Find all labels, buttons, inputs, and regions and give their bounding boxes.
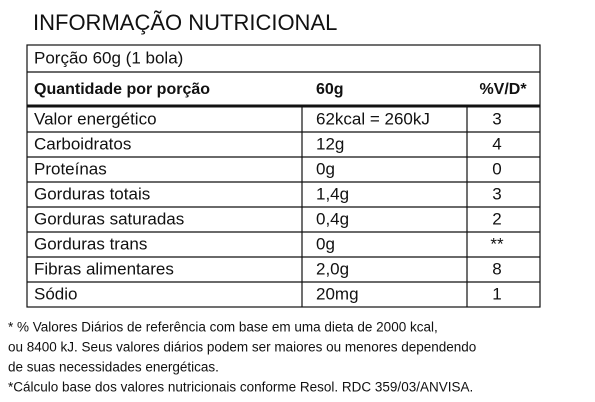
footnote: * % Valores Diários de referência com ba… [8,320,438,335]
cell: Proteínas [34,159,107,178]
footnote: *Cálculo base dos valores nutricionais c… [8,380,473,395]
footnotes: * % Valores Diários de referência com ba… [8,320,476,395]
cell: Gorduras trans [34,234,147,253]
cell: 20mg [316,284,359,303]
cell: 0g [316,159,335,178]
title: INFORMAÇÃO NUTRICIONAL [33,10,337,35]
cell: 3 [492,184,501,203]
cell: 1,4g [316,184,349,203]
footnote: ou 8400 kJ. Seus valores diários podem s… [8,340,476,355]
cell: 0g [316,234,335,253]
cell: Fibras alimentares [34,259,174,278]
column-header: Quantidade por porção [34,81,210,98]
cell: Gorduras totais [34,184,150,203]
cell: Valor energético [34,109,157,128]
cell: ** [490,234,504,253]
cell: 0 [492,159,501,178]
cell: 3 [492,109,501,128]
cell: Gorduras saturadas [34,209,184,228]
cell: 12g [316,134,344,153]
cell: Sódio [34,284,77,303]
cell: 1 [492,284,501,303]
cell: 2,0g [316,259,349,278]
column-header: %V/D* [479,81,527,98]
portion: Porção 60g (1 bola) [34,48,183,67]
cell: 8 [492,259,501,278]
cell: 4 [492,134,501,153]
cell: 62kcal = 260kJ [316,109,430,128]
column-header: 60g [316,81,344,98]
rows: Valor energético 62kcal = 260kJ 3 Carboidra… [27,109,540,303]
table-border [26,44,541,308]
footnote: de suas necessidades energéticas. [8,360,219,375]
cell: Carboidratos [34,134,131,153]
cell: 0,4g [316,209,349,228]
cell: 2 [492,209,501,228]
